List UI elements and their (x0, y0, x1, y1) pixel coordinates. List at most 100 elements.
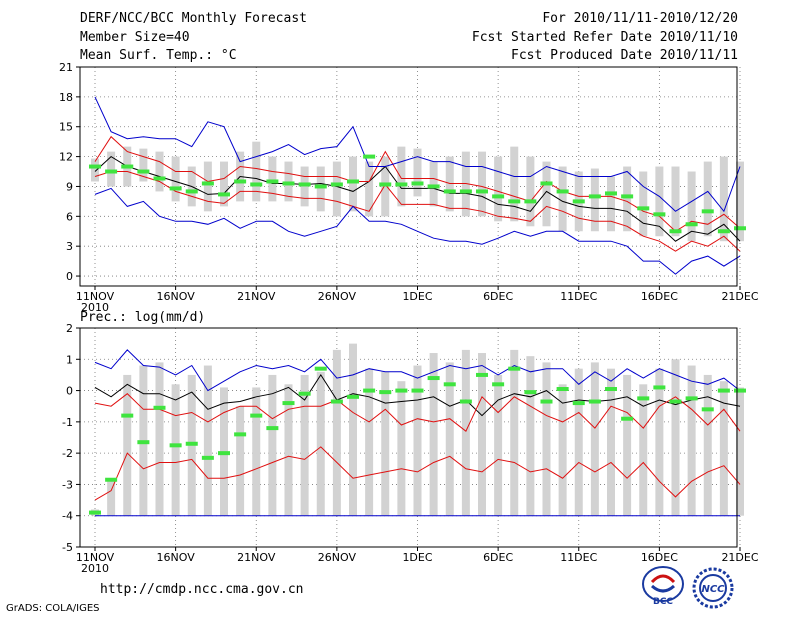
ensemble-mean-line (94, 373, 741, 417)
observed-mark (395, 388, 408, 393)
observed-mark (572, 199, 585, 204)
spread-box (719, 381, 728, 516)
observed-mark (250, 182, 263, 187)
y-tick-label: -3 (62, 478, 73, 491)
spread-box (687, 171, 696, 242)
spread-box (574, 368, 583, 516)
spread-box (671, 166, 680, 237)
x-tick-label: 6DEC (483, 290, 513, 303)
x-tick-label: 1DEC (402, 551, 432, 564)
spread-box (268, 374, 277, 516)
observed-mark (298, 182, 311, 187)
spread-box (316, 166, 325, 212)
spread-box (558, 166, 567, 232)
spread-box (203, 161, 212, 212)
y-tick-label: 0 (66, 385, 73, 398)
spread-box (332, 161, 341, 217)
observed-mark (717, 229, 730, 234)
observed-mark (588, 194, 601, 199)
observed-mark (169, 186, 182, 191)
observed-mark (653, 385, 666, 390)
observed-mark (395, 182, 408, 187)
spread-box (332, 349, 341, 516)
spread-box (703, 374, 712, 516)
produced-date-label: Fcst Produced Date 2010/11/11 (511, 48, 738, 63)
spread-box (510, 349, 519, 516)
y-tick-label: 3 (66, 240, 73, 253)
observed-mark (476, 372, 488, 377)
spread-box (268, 156, 277, 202)
min-line (94, 187, 741, 275)
observed-mark (443, 382, 456, 387)
x-tick-year-label: 2010 (81, 301, 109, 314)
spread-box (607, 176, 615, 232)
observed-mark (201, 455, 214, 460)
spread-box (478, 151, 486, 217)
source-url: http://cmdp.ncc.cma.gov.cn (100, 582, 304, 597)
y-tick-label: 18 (59, 91, 73, 104)
observed-mark (524, 199, 537, 204)
observed-mark (218, 192, 230, 197)
svg-text:NCC: NCC (701, 584, 725, 595)
observed-mark (89, 510, 101, 515)
spread-box (655, 166, 664, 237)
x-tick-label: 6DEC (483, 551, 513, 564)
spread-box (703, 161, 712, 237)
observed-mark (588, 399, 601, 404)
spread-lower-line (94, 446, 741, 501)
observed-mark (685, 222, 698, 227)
x-tick-label: 26NOV (318, 551, 357, 564)
observed-mark (556, 189, 569, 194)
spread-box (171, 384, 180, 516)
y-tick-label: -4 (62, 510, 73, 523)
spread-box (107, 151, 116, 187)
spread-lower-line (94, 171, 741, 252)
x-tick-label: 16NOV (157, 551, 196, 564)
spread-box (542, 362, 551, 516)
spread-box (494, 156, 503, 222)
observed-mark (201, 181, 214, 186)
y-tick-label: 2 (66, 322, 73, 335)
y-tick-label: -2 (62, 447, 73, 460)
spread-box (349, 343, 357, 516)
x-tick-label: 16DEC (641, 290, 678, 303)
observed-mark (669, 229, 682, 234)
grads-credit: GrADS: COLA/IGES (6, 603, 100, 614)
spread-box (365, 368, 374, 516)
observed-mark (605, 387, 617, 392)
observed-mark (153, 405, 166, 410)
x-tick-label: 16NOV (157, 290, 196, 303)
spread-box (413, 148, 422, 197)
observed-mark (621, 416, 634, 421)
observed-mark (524, 390, 537, 395)
x-tick-label: 11NOV (76, 551, 115, 564)
observed-mark (363, 154, 376, 159)
x-tick-label: 11DEC (560, 290, 597, 303)
observed-mark (298, 391, 311, 396)
observed-mark (669, 399, 682, 404)
observed-mark (443, 189, 456, 194)
x-tick-label: 21DEC (721, 290, 758, 303)
ncc-logo: NCC (690, 566, 736, 614)
plot-frame (79, 327, 738, 548)
observed-mark (637, 396, 650, 401)
observed-mark (701, 407, 714, 412)
spread-box (623, 166, 632, 232)
observed-mark (427, 376, 440, 381)
observed-mark (89, 164, 101, 169)
y-tick-label: 1 (66, 353, 73, 366)
observed-mark (266, 426, 279, 431)
spread-box (91, 158, 99, 182)
spread-box (381, 371, 390, 516)
spread-box (590, 362, 599, 516)
observed-mark (137, 169, 150, 174)
spread-box (607, 368, 615, 516)
x-tick-label: 21NOV (237, 290, 276, 303)
spread-box (558, 384, 567, 516)
observed-mark (250, 413, 263, 418)
spread-box (494, 374, 503, 516)
observed-mark (540, 399, 553, 404)
x-tick-label: 21DEC (721, 551, 758, 564)
